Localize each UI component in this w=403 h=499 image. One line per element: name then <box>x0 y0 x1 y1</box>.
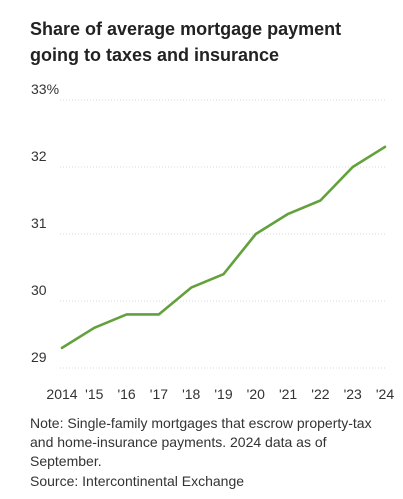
line-chart: 33% 32 31 30 29 2014 '15 '16 '17 '18 '19 '20 '21 '22… <box>31 81 394 402</box>
gridlines <box>60 99 387 369</box>
series-lines <box>60 145 387 350</box>
y-tick-label: 32 <box>31 148 47 164</box>
chart-note: Note: Single-family mortgages that escro… <box>30 415 372 469</box>
y-tick-label: 29 <box>31 349 47 365</box>
x-tick-label: '19 <box>214 386 232 402</box>
x-tick-label: '15 <box>85 386 103 402</box>
chart-source: Source: Intercontinental Exchange <box>30 473 245 489</box>
x-axis-ticks: 2014 '15 '16 '17 '18 '19 '20 '21 '22 '23 '24 <box>46 386 394 402</box>
y-tick-label: 33% <box>31 81 59 97</box>
y-tick-label: 30 <box>31 282 47 298</box>
x-tick-label: '16 <box>117 386 135 402</box>
y-axis-ticks: 33% 32 31 30 29 <box>31 81 59 365</box>
x-tick-label: '18 <box>182 386 200 402</box>
y-tick-label: 31 <box>31 215 47 231</box>
x-tick-label: '22 <box>311 386 329 402</box>
x-tick-label: '23 <box>344 386 362 402</box>
x-tick-label: '21 <box>279 386 297 402</box>
chart-title: Share of average mortgage payment going … <box>30 19 342 65</box>
x-tick-label: 2014 <box>46 386 77 402</box>
x-tick-label: '20 <box>247 386 265 402</box>
x-tick-label: '17 <box>150 386 168 402</box>
x-tick-label: '24 <box>376 386 394 402</box>
series-line-0 <box>60 145 387 350</box>
